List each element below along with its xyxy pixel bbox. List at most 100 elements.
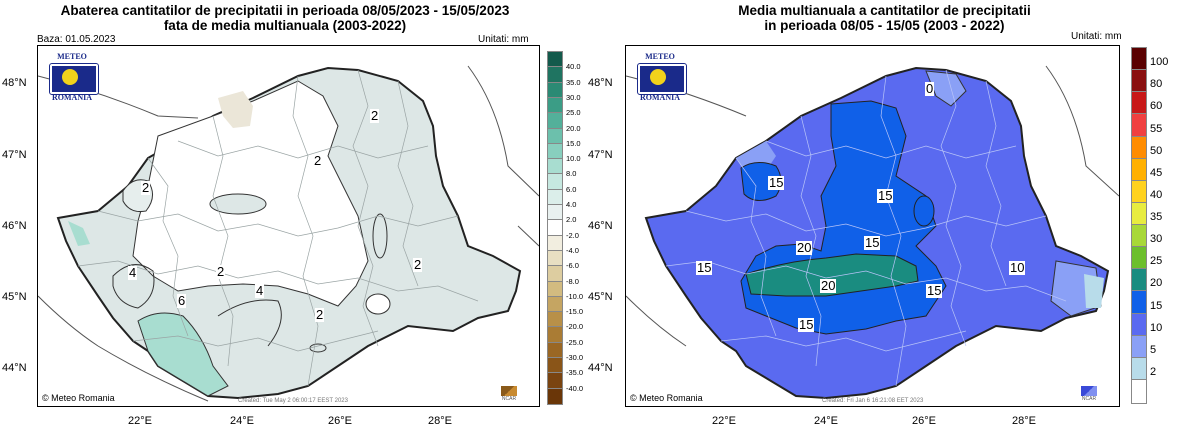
title-line-2: in perioada 08/05 - 15/05 (2003 - 2022) — [764, 18, 1005, 33]
credit: © Meteo Romania — [42, 393, 115, 403]
colorbar-swatch — [1131, 201, 1147, 227]
contour-label: 2 — [313, 153, 323, 168]
colorbar-tick-label: 25 — [1150, 255, 1163, 268]
colorbar-tick-label: 15 — [1150, 299, 1163, 312]
colorbar-swatch — [547, 234, 563, 253]
colorbar-tick-label: 40.0 — [566, 62, 581, 72]
colorbar-swatch — [1131, 224, 1147, 249]
logo-sun — [62, 69, 78, 85]
units-label: Unitati: mm — [1071, 31, 1122, 42]
contour-label: 2 — [216, 264, 226, 279]
ncar-mark — [1081, 386, 1097, 396]
colorbar-tick-label: 8.0 — [566, 169, 577, 179]
colorbar-tick-label: -15.0 — [566, 307, 584, 317]
contour-label: 2 — [370, 108, 380, 123]
mean-map: 0 15 15 15 20 15 15 20 10 15 15 METEO RO… — [625, 45, 1120, 407]
colorbar-tick-label: 2.0 — [566, 215, 577, 225]
lon-label: 22°E — [712, 415, 736, 427]
lon-label: 26°E — [328, 415, 352, 427]
colorbar-swatch — [1131, 113, 1147, 138]
colorbar-tick-label: 30.0 — [566, 92, 581, 102]
colorbar-tick-label: 20.0 — [566, 123, 581, 133]
deviation-colorbar: 40.0 35.0 30.0 25.0 20.0 15.0 10.0 8.0 6.0 4.0 2.0… — [547, 51, 590, 406]
lat-label: 44°N — [588, 362, 613, 374]
lon-label: 22°E — [128, 415, 152, 427]
contour-label: 15 — [926, 283, 943, 298]
colorbar-swatch — [547, 326, 563, 345]
colorbar-tick-label: -30.0 — [566, 353, 584, 363]
colorbar-swatch — [547, 265, 563, 284]
colorbar-tick-label: 35 — [1150, 211, 1163, 223]
colorbar-tick-label: 15.0 — [566, 138, 581, 148]
contour-label: 20 — [820, 278, 837, 293]
logo-text-top: METEO — [645, 52, 675, 61]
contour-label: 15 — [798, 317, 815, 332]
colorbar-swatch — [1131, 179, 1147, 205]
colorbar-tick-label: -6.0 — [566, 261, 579, 271]
colorbar-swatch — [1131, 157, 1147, 183]
logo-sun — [650, 69, 666, 85]
colorbar-tick-label: 45 — [1150, 166, 1163, 179]
colorbar-swatch — [547, 387, 563, 406]
contour-label: 10 — [1009, 260, 1026, 275]
colorbar-swatch — [1131, 290, 1147, 315]
contour-label: 4 — [255, 283, 265, 298]
lon-label: 28°E — [428, 415, 452, 427]
ncar-mark — [501, 386, 517, 396]
colorbar-swatch — [547, 204, 563, 222]
contour-label: 15 — [768, 175, 785, 190]
colorbar-tick-label: 10.0 — [566, 154, 581, 164]
colorbar-tick-label: 5 — [1150, 343, 1157, 356]
colorbar-swatch — [547, 188, 563, 207]
lat-label: 47°N — [2, 149, 27, 161]
colorbar-swatch — [1131, 91, 1147, 116]
colorbar-tick-label: 60 — [1150, 100, 1163, 113]
logo-text-bottom: ROMANIA — [640, 93, 680, 102]
lat-label: 47°N — [588, 149, 613, 161]
lon-label: 28°E — [1012, 415, 1036, 427]
colorbar-swatch — [547, 341, 563, 360]
colorbar-swatch — [547, 295, 563, 314]
contour-label: 20 — [796, 240, 813, 255]
colorbar-swatch — [547, 249, 563, 268]
colorbar-swatch — [1131, 356, 1147, 382]
contour-label: 15 — [877, 188, 894, 203]
colorbar-swatch — [547, 127, 563, 146]
lat-label: 45°N — [2, 291, 27, 303]
lat-label: 48°N — [2, 77, 27, 89]
contour-label: 2 — [141, 180, 151, 195]
colorbar-swatch — [547, 158, 563, 176]
contour-label: 15 — [864, 235, 881, 250]
deviation-map-title: Abaterea cantitatilor de precipitatii in… — [0, 3, 570, 33]
colorbar-tick-label: -20.0 — [566, 322, 584, 332]
colorbar-swatch — [547, 81, 563, 100]
created-timestamp: Created: Fri Jan 6 16:21:08 EET 2023 — [822, 398, 924, 404]
colorbar-swatch — [1131, 47, 1147, 72]
mean-map-panel: Media multianuala a cantitatilor de prec… — [588, 0, 1179, 433]
colorbar-swatch — [547, 112, 563, 130]
colorbar-tick-label: 55 — [1150, 122, 1163, 135]
mean-colorbar: 100 80 60 55 50 45 40 35 30 25 20 15 10 5 2 — [1131, 47, 1177, 404]
meteo-romania-logo: METEO ROMANIA — [630, 52, 690, 104]
colorbar-tick-label: -8.0 — [566, 276, 579, 286]
meteo-romania-logo: METEO ROMANIA — [42, 52, 102, 104]
lat-label: 45°N — [588, 291, 613, 303]
colorbar-swatch — [547, 280, 563, 299]
colorbar-swatch — [1131, 69, 1147, 94]
logo-text-bottom: ROMANIA — [52, 93, 92, 102]
colorbar-tick-label: 25.0 — [566, 108, 581, 118]
colorbar-swatch — [547, 51, 563, 69]
colorbar-swatch — [547, 219, 563, 238]
colorbar-tick-label: -10.0 — [566, 291, 584, 301]
colorbar-tick-label: -4.0 — [566, 245, 579, 255]
contour-label: 15 — [696, 260, 713, 275]
credit: © Meteo Romania — [630, 393, 703, 403]
lat-label: 46°N — [2, 220, 27, 232]
colorbar-tick-label: 2 — [1150, 365, 1157, 378]
colorbar-tick-label: 40 — [1150, 188, 1163, 201]
contour-label: 2 — [413, 257, 423, 272]
lon-label: 24°E — [230, 415, 254, 427]
contour-label: 2 — [315, 307, 325, 322]
logo-text-top: METEO — [57, 52, 87, 61]
mean-map-title: Media multianuala a cantitatilor de prec… — [590, 3, 1179, 33]
